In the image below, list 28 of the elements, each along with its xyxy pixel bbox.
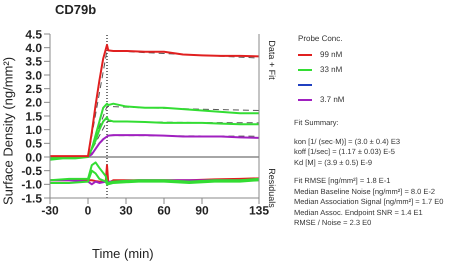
- chart-title: CD79b: [55, 2, 96, 17]
- y-tick-label: -0.5: [21, 164, 42, 178]
- legend-title: Probe Conc.: [298, 34, 344, 43]
- x-tick-label: 60: [157, 204, 171, 218]
- y-tick-label: -1.0: [21, 178, 42, 192]
- legend-label: 99 nM: [320, 50, 342, 59]
- y-tick-label: 0.5: [25, 136, 42, 151]
- x-tick-label: 30: [119, 204, 133, 218]
- y-tick-label: 2.5: [25, 82, 42, 96]
- y-tick-label: 2.0: [25, 96, 42, 110]
- y-tick-label: 0.0: [25, 150, 42, 164]
- legend-label: 3.7 nM: [320, 95, 344, 104]
- y-tick-label: 4.5: [25, 27, 42, 42]
- text: Residuals: [267, 168, 277, 208]
- x-tick-label: 0: [84, 204, 92, 218]
- x-tick-label: 90: [195, 204, 209, 218]
- y-tick-label: -1.5: [21, 191, 42, 206]
- y-tick-label: 1.0: [25, 122, 42, 137]
- y-tick-label: 4.0: [25, 40, 42, 55]
- y-tick-label: 1.5: [25, 109, 42, 124]
- y-tick-label: 3.0: [25, 68, 42, 82]
- x-tick-label: 135: [248, 204, 270, 218]
- text: Data + Fit: [267, 40, 277, 80]
- y-axis-title: Surface Density (ng/mm²): [0, 56, 16, 206]
- y-tick-label: 3.5: [25, 54, 42, 69]
- x-tick-label: -30: [41, 204, 59, 218]
- legend-label: 33 nM: [320, 65, 342, 74]
- x-axis-title: Time (min): [92, 246, 154, 261]
